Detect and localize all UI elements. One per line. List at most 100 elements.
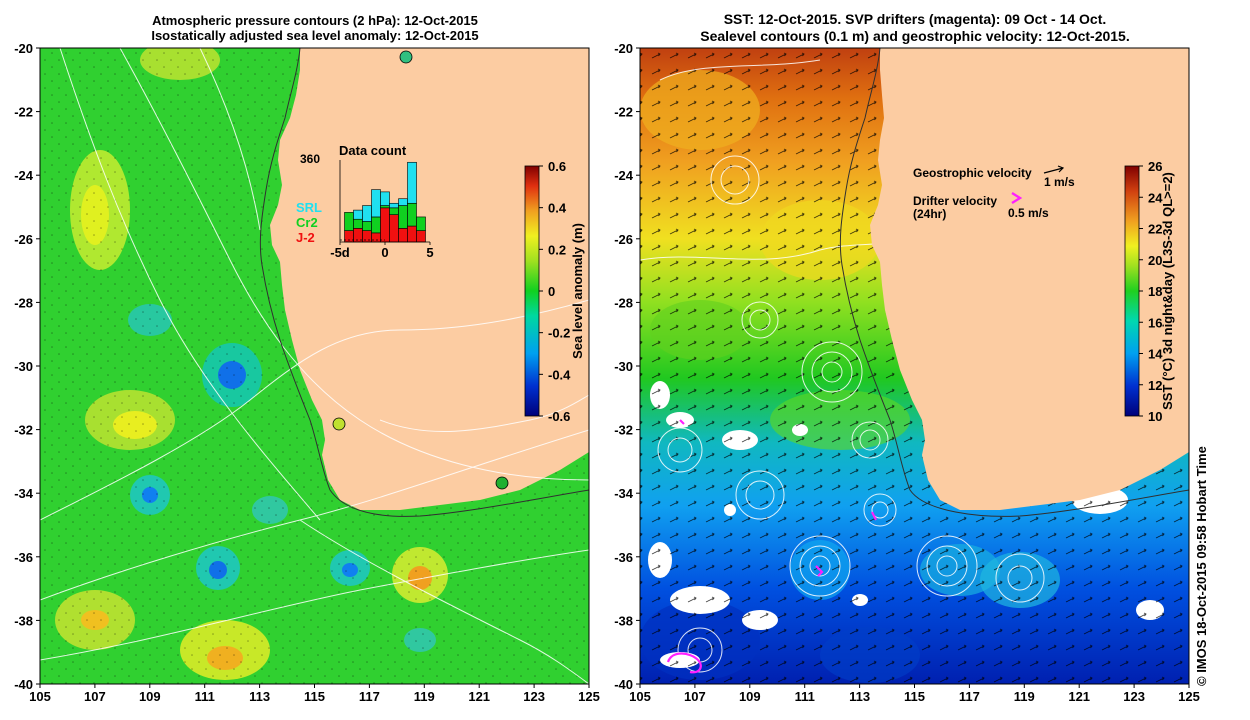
sst-cb-tick-label: 20 [1148, 253, 1162, 268]
inset-legend-cr2: Cr2 [296, 215, 318, 230]
right-lat-tick-label: -34 [614, 486, 634, 501]
left-lon-tick-label: 115 [304, 689, 325, 704]
sla-cb-tick-label: 0.6 [548, 159, 566, 174]
left-lat-tick-label: -38 [14, 613, 33, 628]
sla-cb-tick-label: 0 [548, 284, 555, 299]
tide-gauge-marker [495, 476, 509, 490]
sst-cb-tick-label: 14 [1148, 347, 1163, 362]
left-lon-tick-label: 125 [578, 689, 600, 704]
right-map-title: SST: 12-Oct-2015. SVP drifters (magenta)… [640, 11, 1190, 45]
tide-gauge-marker [332, 417, 346, 431]
sla-cb-tick-label: 0.4 [548, 201, 567, 216]
left-lat-tick-label: -28 [14, 295, 33, 310]
svp-drifter-tracks [666, 419, 877, 674]
left-lat-tick-label: -36 [14, 550, 33, 565]
left-lon-tick-label: 121 [468, 689, 490, 704]
left-lon-tick-label: 107 [84, 689, 106, 704]
left-y-axis-ticks: -20 -22 -24 -26 -28 -30 -32 -34 -36 -38 -40 [14, 41, 40, 692]
right-lon-tick-label: 105 [629, 689, 651, 704]
right-lon-tick-label: 107 [684, 689, 706, 704]
left-lat-tick-label: -40 [14, 677, 33, 692]
sst-cb-tick-label: 16 [1148, 315, 1162, 330]
right-lat-tick-label: -24 [614, 168, 634, 183]
left-lat-tick-label: -34 [14, 486, 34, 501]
sst-colorbar-ticks: 26 24 22 20 18 16 14 12 10 [1139, 159, 1163, 424]
j2-bar-segment [416, 230, 426, 243]
right-lon-tick-label: 125 [1178, 689, 1200, 704]
sla-colorbar-label: Sea level anomaly (m) [570, 223, 585, 359]
sla-colorbar-ticks: 0.6 0.4 0.2 0 -0.2 -0.4 -0.6 [539, 159, 571, 424]
inset-x-tick-label: -5d [330, 245, 350, 260]
right-title-line1: SST: 12-Oct-2015. SVP drifters (magenta)… [723, 11, 1107, 27]
left-lon-tick-label: 119 [414, 689, 435, 704]
j2-bar-segment [362, 230, 372, 243]
sst-colorbar-label: SST (°C) 3d night&day (L3S-3d QL>=2) [1160, 172, 1175, 410]
inset-x-tick-label: 0 [381, 245, 388, 260]
right-lon-tick-label: 111 [795, 689, 815, 704]
inset-x-ticks: -5d 0 5 [330, 242, 434, 260]
j2-bar-segment [398, 228, 408, 243]
right-lat-tick-label: -38 [614, 613, 633, 628]
right-lat-tick-label: -40 [614, 677, 633, 692]
cr2-bar-segment [353, 218, 363, 229]
inset-legend-j-2: J-2 [296, 230, 315, 245]
sst-cb-tick-label: 22 [1148, 222, 1162, 237]
left-lon-tick-label: 113 [249, 689, 270, 704]
left-shelf-contour [259, 48, 589, 517]
left-x-axis-ticks: 105 107 109 111 113 115 117 119 121 123 125 [29, 684, 600, 704]
right-lon-tick-label: 123 [1123, 689, 1145, 704]
cr2-bar-segment [344, 212, 354, 231]
left-title-line1: Atmospheric pressure contours (2 hPa): 1… [152, 13, 478, 28]
left-lon-tick-label: 117 [359, 689, 380, 704]
legend-geostrophic-label: Geostrophic velocity [913, 166, 1032, 180]
j2-bar-segment [371, 232, 381, 243]
srl-bar-segment [407, 161, 417, 204]
srl-bar-segment [353, 209, 363, 220]
sla-cb-tick-label: -0.4 [548, 367, 571, 382]
sst-colorbar: 26 24 22 20 18 16 14 12 10 SST (°C) 3d night&day… [1124, 159, 1175, 424]
srl-bar-segment [371, 189, 381, 218]
right-lon-tick-label: 113 [849, 689, 870, 704]
left-lat-tick-label: -32 [14, 423, 33, 438]
tide-gauge-marker [399, 50, 413, 64]
left-lon-tick-label: 105 [29, 689, 51, 704]
sst-cb-tick-label: 18 [1148, 284, 1162, 299]
j2-bar-segment [380, 207, 390, 243]
left-lat-tick-label: -26 [14, 232, 33, 247]
right-map [640, 48, 1189, 684]
right-lon-tick-label: 117 [959, 689, 980, 704]
left-map-title: Atmospheric pressure contours (2 hPa): 1… [40, 13, 590, 43]
j2-bar-segment [407, 225, 417, 243]
velocity-legend: Geostrophic velocity 1 m/s Drifter veloc… [913, 165, 1075, 221]
inset-ymax-label: 360 [300, 152, 320, 166]
sla-colorbar-ramp [524, 165, 540, 417]
cr2-bar-segment [380, 205, 390, 209]
right-lon-tick-label: 121 [1068, 689, 1090, 704]
sst-cb-tick-label: 24 [1148, 190, 1163, 205]
right-y-axis-ticks: -20 -22 -24 -26 -28 -30 -32 -34 -36 -38 -40 [614, 41, 640, 692]
sla-colorbar: 0.6 0.4 0.2 0 -0.2 -0.4 -0.6 Sea level anomaly… [524, 159, 585, 424]
right-lat-tick-label: -22 [614, 105, 633, 120]
left-lat-tick-label: -30 [14, 359, 33, 374]
left-map [40, 48, 589, 684]
srl-bar-segment [389, 202, 399, 209]
left-lon-tick-label: 111 [195, 689, 215, 704]
cr2-bar-segment [389, 207, 399, 215]
right-shelf-contour [839, 48, 1189, 517]
legend-drifter-label: Drifter velocity [913, 194, 997, 208]
left-title-line2: Isostatically adjusted sea level anomaly… [151, 28, 479, 43]
sla-cb-tick-label: 0.2 [548, 242, 566, 257]
right-lat-tick-label: -20 [614, 41, 633, 56]
right-lat-tick-label: -30 [614, 359, 633, 374]
sst-colorbar-ramp [1124, 165, 1140, 417]
inset-legend-srl: SRL [296, 200, 322, 215]
j2-bar-segment [389, 214, 399, 243]
imos-credit: © IMOS 18-Oct-2015 09:58 Hobart Time [1194, 446, 1209, 686]
srl-bar-segment [362, 205, 372, 222]
right-lat-tick-label: -32 [614, 423, 633, 438]
left-lat-tick-label: -22 [14, 105, 33, 120]
srl-bar-segment [380, 191, 390, 206]
